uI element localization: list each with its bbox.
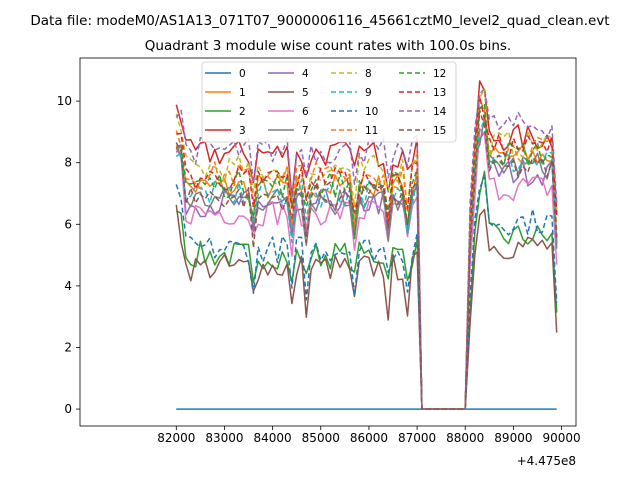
x-tick-label: 88000 [446,431,484,445]
y-tick-label: 4 [64,279,72,293]
x-tick-label: 89000 [494,431,532,445]
axes-frame [79,57,577,427]
x-tick-label: 86000 [350,431,388,445]
legend-label-2: 2 [239,106,246,118]
legend-label-14: 14 [433,106,447,118]
series-layer [175,80,558,410]
y-tick-label: 6 [64,217,72,231]
x-tick-label: 87000 [398,431,436,445]
legend-label-7: 7 [302,125,309,137]
x-tick-label: 90000 [542,431,580,445]
x-offset-label: +4.475e8 [517,454,576,468]
y-tick-label: 8 [64,156,72,170]
legend-label-0: 0 [239,68,246,80]
legend-label-15: 15 [433,125,446,137]
chart-title: Quadrant 3 module wise count rates with … [145,38,511,54]
series-line-5 [175,204,558,410]
legend-label-3: 3 [239,125,246,137]
series-line-2 [175,170,558,410]
legend-label-6: 6 [302,106,309,118]
legend-label-1: 1 [239,87,246,99]
series-line-13 [176,95,558,410]
legend-label-4: 4 [302,68,309,80]
x-axis: 82000 83000 84000 85000 86000 87000 88000 89000… [157,426,581,445]
legend-label-8: 8 [365,68,372,80]
legend-label-11: 11 [365,125,378,137]
y-axis: 0 2 4 6 8 10 [57,94,80,416]
series-line-15 [175,109,558,410]
legend-label-9: 9 [365,87,372,99]
legend-box [201,61,457,143]
legend-label-5: 5 [302,87,309,99]
figure-suptitle: Data file: modeM0/AS1A13_071T07_90000061… [30,13,609,29]
y-tick-label: 10 [57,94,72,108]
series-line-6 [175,127,558,410]
series-line-9 [175,120,558,410]
legend-label-13: 13 [433,87,446,99]
y-tick-label: 0 [64,402,72,416]
x-tick-label: 84000 [254,431,292,445]
legend-label-12: 12 [433,68,446,80]
x-tick-label: 82000 [157,431,195,445]
legend-label-10: 10 [365,106,378,118]
x-tick-label: 83000 [205,431,243,445]
x-tick-label: 85000 [302,431,340,445]
series-line-14 [175,87,558,410]
y-tick-label: 2 [64,340,72,354]
series-line-8 [175,88,558,410]
